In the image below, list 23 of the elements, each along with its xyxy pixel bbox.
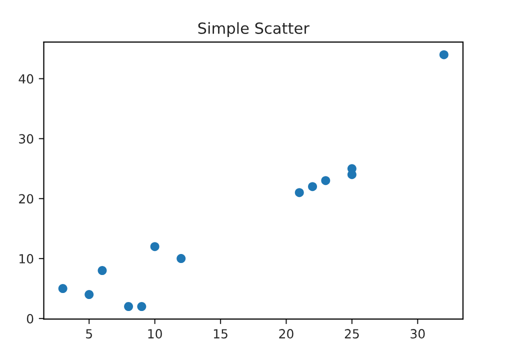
x-tick-label: 20: [279, 329, 294, 339]
y-tick-label: 0: [26, 314, 34, 324]
point: [137, 302, 146, 312]
point: [124, 302, 134, 312]
y-tick-label: 40: [18, 74, 34, 84]
point: [84, 290, 94, 300]
point: [294, 188, 304, 198]
point: [176, 254, 186, 264]
y-tick-label: 20: [19, 194, 34, 204]
y-tick-label: 10: [20, 254, 34, 264]
x-tick-label: 25: [344, 329, 359, 339]
point: [321, 176, 330, 186]
x-tick-label: 15: [214, 329, 228, 339]
point: [439, 50, 448, 60]
point: [58, 284, 68, 294]
point: [150, 242, 160, 252]
chart-title: Simple Scatter: [198, 22, 310, 37]
point: [308, 182, 318, 192]
y-tick-label: 30: [19, 134, 34, 144]
x-tick-label: 5: [86, 329, 92, 339]
point: [98, 266, 107, 276]
x-tick-label: 30: [410, 329, 425, 339]
x-tick-label: 10: [148, 329, 162, 339]
